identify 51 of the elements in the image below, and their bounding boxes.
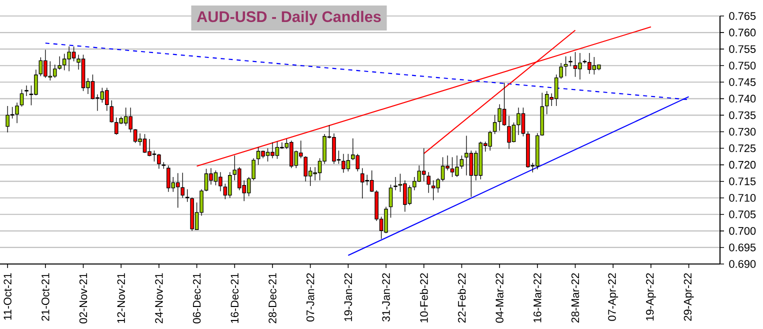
y-tick-label: 0.730 bbox=[729, 128, 756, 136]
x-tick-label: 02-Nov-21 bbox=[79, 273, 88, 324]
y-tick-label: 0.705 bbox=[729, 210, 756, 218]
candlestick bbox=[426, 172, 430, 194]
x-tick-label: 07-Apr-22 bbox=[608, 273, 618, 321]
x-tick-label: 21-Oct-21 bbox=[42, 273, 50, 321]
candlestick bbox=[559, 62, 563, 80]
x-tick-label: 19-Apr-22 bbox=[646, 273, 656, 320]
y-tick-label: 0.765 bbox=[729, 12, 756, 20]
candlestick bbox=[394, 176, 398, 191]
candlestick bbox=[24, 85, 28, 96]
y-tick-label: 0.720 bbox=[729, 160, 756, 169]
y-tick-label: 0.735 bbox=[729, 111, 756, 120]
x-tick-label: 31-Jan-22 bbox=[382, 273, 390, 322]
candlestick bbox=[460, 155, 464, 170]
x-tick-label: 10-Feb-22 bbox=[420, 273, 428, 322]
x-tick-label: 24-Nov-21 bbox=[155, 273, 163, 324]
candlestick bbox=[58, 56, 62, 70]
x-tick-label: 11-Oct-21 bbox=[4, 273, 12, 320]
candlestick bbox=[564, 56, 568, 77]
x-tick-label: 28-Mar-22 bbox=[571, 273, 580, 323]
chart-title: AUD-USD - Daily Candles bbox=[196, 10, 381, 26]
x-tick-label: 04-Mar-22 bbox=[496, 273, 504, 323]
x-tick-label: 07-Jan-22 bbox=[306, 273, 314, 322]
y-tick-label: 0.710 bbox=[729, 194, 756, 202]
y-tick-label: 0.690 bbox=[729, 260, 756, 268]
candlestick bbox=[388, 184, 393, 218]
candlestick bbox=[20, 89, 24, 107]
candlestick bbox=[568, 56, 572, 67]
y-tick-label: 0.750 bbox=[729, 62, 756, 70]
candlestick bbox=[176, 172, 180, 208]
x-tick-label: 19-Jan-22 bbox=[344, 273, 352, 322]
x-tick-label: 16-Dec-21 bbox=[230, 273, 239, 323]
y-tick-label: 0.715 bbox=[729, 177, 756, 186]
y-tick-label: 0.740 bbox=[729, 94, 756, 103]
y-tick-label: 0.725 bbox=[729, 144, 756, 152]
x-tick-label: 12-Nov-21 bbox=[117, 273, 125, 323]
y-tick-label: 0.700 bbox=[729, 227, 756, 235]
candlestick bbox=[110, 100, 114, 123]
x-tick-label: 16-Mar-22 bbox=[534, 273, 542, 322]
y-tick-label: 0.695 bbox=[729, 244, 756, 252]
y-tick-label: 0.745 bbox=[729, 78, 756, 86]
x-tick-label: 22-Feb-22 bbox=[458, 273, 466, 323]
x-tick-label: 28-Dec-21 bbox=[268, 273, 276, 324]
candlestick bbox=[180, 172, 185, 198]
y-tick-label: 0.760 bbox=[729, 28, 756, 36]
y-tick-label: 0.755 bbox=[729, 45, 756, 53]
x-tick-label: 06-Dec-21 bbox=[192, 273, 201, 324]
x-tick-label: 29-Apr-22 bbox=[684, 273, 694, 321]
candlestick bbox=[492, 114, 497, 134]
candlestick bbox=[52, 64, 57, 78]
